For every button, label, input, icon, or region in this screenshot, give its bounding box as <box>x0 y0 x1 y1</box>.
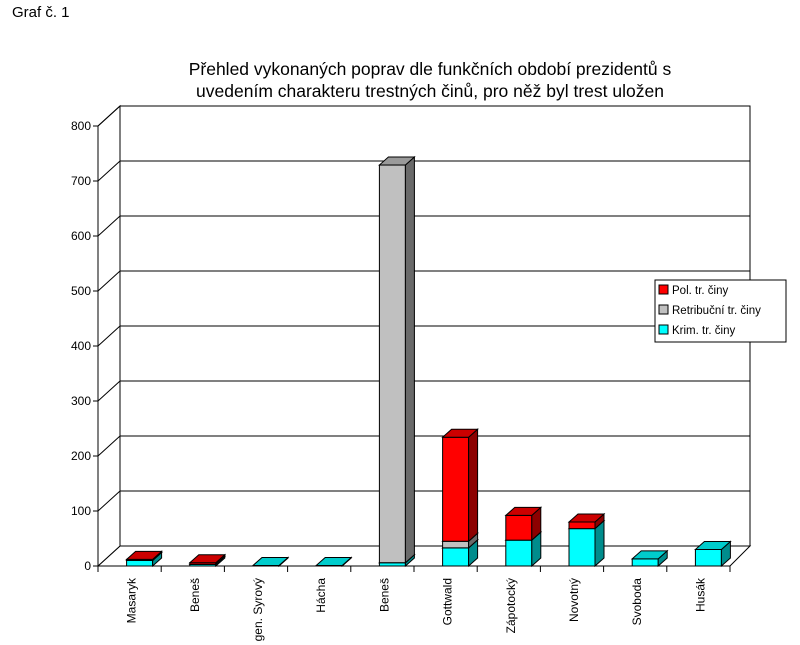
bar-segment <box>505 539 533 567</box>
x-tick-label: Svoboda <box>630 578 644 626</box>
bar-segment <box>126 560 154 567</box>
gridline <box>97 160 750 182</box>
x-tick-label: gen. Syrový <box>251 578 265 641</box>
x-tick-label: Gottwald <box>441 578 455 625</box>
legend-swatch <box>658 324 669 335</box>
x-tick-label: Zápotocký <box>504 578 518 633</box>
legend-label: Retribuční tr. činy <box>672 305 761 317</box>
legend-swatch <box>658 284 669 295</box>
bar-segment <box>568 528 596 567</box>
bar-side <box>404 155 415 564</box>
y-tick-label: 0 <box>84 559 91 573</box>
gridline <box>97 325 750 347</box>
y-tick-label: 600 <box>71 229 91 243</box>
x-tick-label: Beneš <box>377 578 391 612</box>
bar-top <box>314 556 353 566</box>
gridline <box>97 270 750 292</box>
y-tick-label: 100 <box>71 504 91 518</box>
gridline <box>97 380 750 402</box>
gridline <box>97 435 750 457</box>
bar-segment <box>631 558 659 567</box>
page-label: Graf č. 1 <box>12 4 70 21</box>
bar-top <box>378 156 416 166</box>
gridline <box>97 490 750 512</box>
chart-title-line-1: Přehled vykonaných poprav dle funkčních … <box>188 59 672 79</box>
bar-top <box>441 428 479 438</box>
gridline <box>97 215 750 237</box>
bar-top <box>251 556 290 566</box>
y-tick-label: 200 <box>71 449 91 463</box>
y-tick-label: 300 <box>71 394 91 408</box>
bar-side <box>468 428 479 543</box>
chart-title-line-2: uvedením charakteru trestných činů, pro … <box>196 81 664 101</box>
bar-top <box>630 550 669 560</box>
y-tick-label: 700 <box>71 174 91 188</box>
bar-segment <box>694 549 722 567</box>
bar-top <box>694 541 732 550</box>
y-tick-label: 500 <box>71 284 91 298</box>
x-tick-label: Novotný <box>567 578 581 622</box>
bar-segment <box>378 164 406 564</box>
bar-top <box>188 554 227 564</box>
legend-swatch <box>658 304 669 315</box>
legend-label: Krim. tr. činy <box>672 325 736 337</box>
bar-segment <box>442 540 470 549</box>
bar-top <box>504 506 543 516</box>
x-tick-label: Beneš <box>188 578 202 612</box>
bar-segment <box>442 436 470 542</box>
bar-segment <box>568 521 596 530</box>
y-tick-label: 800 <box>71 119 91 133</box>
legend-box <box>654 279 787 343</box>
gridline <box>97 105 750 127</box>
bar-top <box>125 550 163 560</box>
y-tick-label: 400 <box>71 339 91 353</box>
x-tick-label: Masaryk <box>125 577 139 623</box>
chart-title: Přehled vykonaných poprav dle funkčních … <box>100 58 760 102</box>
legend-label: Pol. tr. činy <box>672 285 728 297</box>
bar-top <box>567 513 606 523</box>
x-tick-label: Hácha <box>314 578 328 613</box>
bar-segment <box>505 514 533 541</box>
bar-segment <box>442 547 470 567</box>
x-tick-label: Husák <box>693 577 707 612</box>
